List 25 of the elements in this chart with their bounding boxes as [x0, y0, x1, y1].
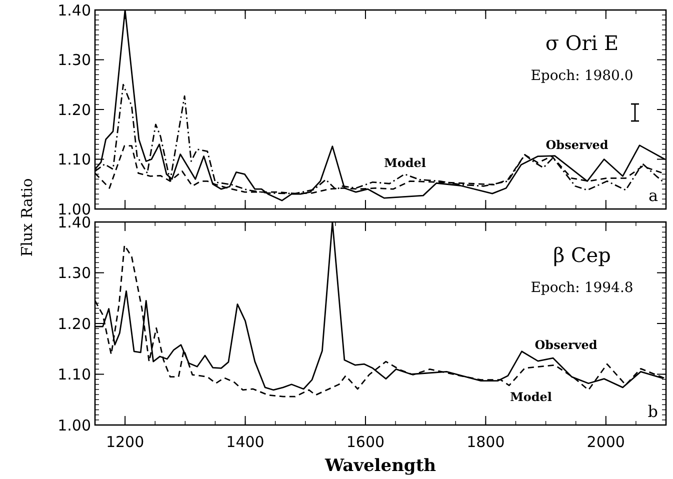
x-tick-label: 2000 — [586, 433, 625, 451]
x-axis-title: Wavelength — [324, 456, 436, 476]
text: σ Ori E — [545, 31, 619, 55]
y-tick-label: 1.20 — [58, 314, 91, 333]
y-tick-label: 1.30 — [58, 264, 91, 282]
annotation: b — [648, 402, 658, 421]
y-tick-label: 1.00 — [58, 416, 91, 434]
annotation: Observed — [546, 138, 609, 152]
annotation: Observed — [534, 338, 598, 352]
x-tick-label: 1200 — [106, 433, 144, 451]
y-tick-label: 1.20 — [58, 100, 91, 119]
y-tick-label: 1.30 — [58, 51, 91, 69]
y-tick-label: 1.10 — [58, 366, 91, 384]
annotation: Model — [510, 390, 552, 404]
y-tick-label: 1.40 — [58, 1, 91, 20]
annotation: Model — [384, 156, 426, 170]
text: β Cep — [553, 243, 611, 267]
text: Epoch: 1980.0 — [530, 68, 634, 84]
annotation: a — [648, 186, 658, 205]
x-tick-label: 1400 — [226, 433, 264, 451]
y-axis-title: Flux Ratio — [18, 178, 36, 257]
x-tick-label: 1600 — [346, 433, 385, 451]
x-tick-label: 1800 — [466, 433, 505, 451]
y-tick-label: 1.10 — [58, 150, 91, 168]
text: Epoch: 1994.8 — [530, 280, 634, 296]
